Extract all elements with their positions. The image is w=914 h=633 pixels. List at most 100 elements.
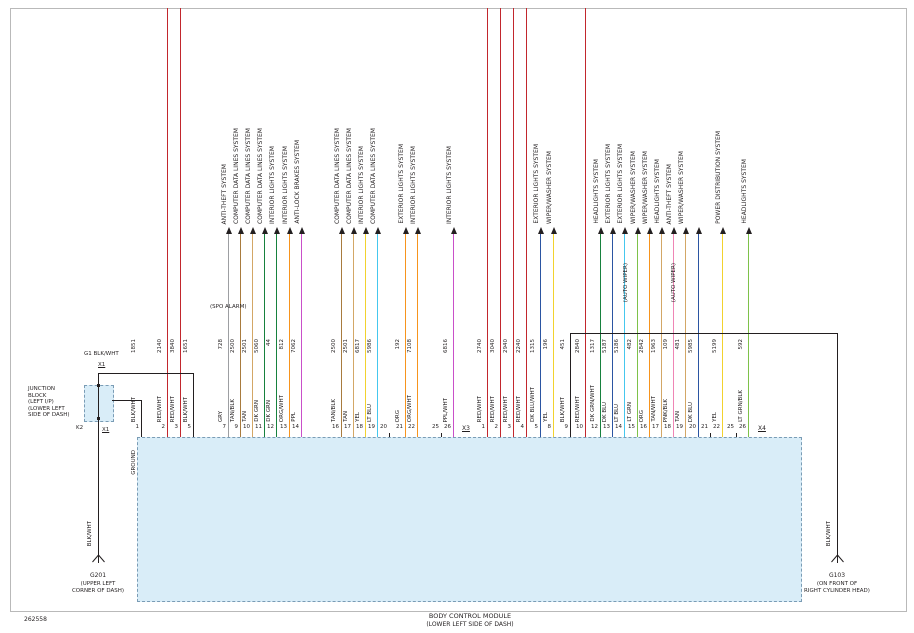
pin-number: 13: [603, 424, 610, 430]
wire-color-label: YEL: [543, 412, 549, 422]
g201-id: G201: [89, 572, 107, 579]
wire-color-label: TAN/BLK: [331, 398, 337, 422]
wire-circuit-label: 481: [675, 339, 681, 350]
destination-arrow-icon: [647, 227, 653, 234]
destination-system-label: ANTI-THEFT SYSTEM: [221, 163, 228, 224]
destination-system-label: COMPUTER DATA LINES SYSTEM: [233, 127, 240, 224]
pin-number: 20: [689, 424, 696, 430]
destination-arrow-icon: [538, 227, 544, 234]
destination-system-label: INTERIOR LIGHTS SYSTEM: [446, 145, 453, 224]
wire-line: [513, 8, 514, 447]
pin-number: 10: [243, 424, 250, 430]
wire-circuit-label: 109: [663, 339, 669, 350]
wire-line: [585, 8, 586, 447]
destination-system-label: HEADLIGHTS SYSTEM: [741, 159, 748, 224]
connector-label: X4: [758, 425, 766, 432]
destination-system-label: INTERIOR LIGHTS SYSTEM: [269, 145, 276, 224]
wire-color-label: ORG/WHT: [279, 394, 285, 422]
connector-label: X3: [462, 425, 470, 432]
pin-number: 26: [739, 424, 746, 430]
wire-line: [526, 8, 527, 447]
pin-number: 22: [713, 424, 720, 430]
destination-system-label: ANTI-LOCK BRAKES SYSTEM: [294, 140, 301, 224]
wire-color-label: TAN/WHT: [651, 396, 657, 422]
g103-location-line1: (ON FRONT OF: [816, 581, 858, 587]
destination-system-label: EXTERIOR LIGHTS SYSTEM: [617, 144, 624, 224]
wire-line: [673, 234, 674, 447]
wire-color-label: RED/WHT: [575, 395, 581, 422]
pin-number: 8: [547, 424, 552, 430]
wire-circuit-label: 192: [395, 339, 401, 350]
wire-color-label: RED/WHT: [477, 395, 483, 422]
destination-system-label: COMPUTER DATA LINES SYSTEM: [370, 127, 377, 224]
wire-line: [167, 8, 168, 447]
destination-system-label: INTERIOR LIGHTS SYSTEM: [358, 145, 365, 224]
destination-arrow-icon: [363, 227, 369, 234]
wire-circuit-label: 2500: [331, 339, 337, 353]
wire-line: [748, 234, 749, 447]
wire-circuit-label: 1963: [651, 339, 657, 353]
wire-line: [540, 234, 541, 447]
wire-color-label: LT BLU: [614, 403, 620, 422]
pin-number: 25: [727, 424, 734, 430]
wire-line: [180, 8, 181, 447]
wire-line: [264, 234, 265, 447]
pin-number: 5: [187, 424, 192, 430]
junction-block-label-line: JUNCTION: [28, 386, 56, 392]
junction-block-label-line: (LEFT I/P): [28, 399, 54, 405]
wire-circuit-label: 812: [279, 339, 285, 350]
pin-number: 13: [280, 424, 287, 430]
g103-id: G103: [828, 572, 846, 579]
wire-line: [405, 234, 406, 447]
wire-circuit-label: 196: [543, 339, 549, 350]
destination-arrow-icon: [696, 227, 702, 234]
page-frame: [10, 8, 907, 612]
pin-number: 26: [444, 424, 451, 430]
diagram-id: 262558: [24, 616, 47, 623]
wire-line: [570, 333, 571, 447]
destination-arrow-icon: [250, 227, 256, 234]
destination-arrow-icon: [659, 227, 665, 234]
wire-line: [722, 234, 723, 447]
wire-circuit-label: 5985: [688, 339, 694, 353]
ground-symbol-g103: [831, 551, 844, 563]
destination-system-label: ANTI-THEFT SYSTEM: [666, 163, 673, 224]
junction-block-box: [84, 385, 114, 422]
wire-circuit-label: 7062: [291, 339, 297, 353]
wire-line: [637, 234, 638, 447]
wire-color-label: TAN: [675, 411, 681, 422]
pin-number: 15: [628, 424, 635, 430]
pin-number: 19: [368, 424, 375, 430]
wire-color-label: DK BLU: [602, 401, 608, 422]
wire-circuit-label: 482: [627, 339, 633, 350]
pin-number: 9: [234, 424, 239, 430]
wire-line: [365, 234, 366, 447]
junction-block-terminal-dot-top: [97, 384, 100, 387]
wire-color-label: RED/WHT: [157, 395, 163, 422]
pin-number: 3: [174, 424, 179, 430]
destination-arrow-icon: [746, 227, 752, 234]
wire-circuit-label: 6817: [355, 339, 361, 353]
wire-line: [487, 8, 488, 447]
g201-location-line1: (UPPER LEFT: [80, 581, 116, 587]
wire-color-label: RED/WHT: [490, 395, 496, 422]
wire-line: [417, 234, 418, 447]
wire-circuit-label: 2840: [575, 339, 581, 353]
junction-to-pin5-link: [98, 373, 194, 374]
destination-arrow-icon: [720, 227, 726, 234]
wire-line: [377, 234, 378, 447]
wire-line: [649, 234, 650, 447]
pin9-to-g103-link: [570, 333, 838, 334]
wire-line: [228, 234, 229, 447]
destination-system-label: INTERIOR LIGHTS SYSTEM: [410, 145, 417, 224]
wire-line: [141, 400, 142, 447]
wire-color-label: BLK/WHT: [183, 396, 189, 422]
destination-arrow-icon: [287, 227, 293, 234]
wire-circuit-label: 5187: [602, 339, 608, 353]
pin-number: 5: [534, 424, 539, 430]
pin-number: 18: [356, 424, 363, 430]
junction-block-label-line: BLOCK: [28, 392, 47, 399]
destination-system-label: HEADLIGHTS SYSTEM: [593, 159, 600, 224]
destination-system-label: WIPER/WASHER SYSTEM: [642, 150, 649, 224]
